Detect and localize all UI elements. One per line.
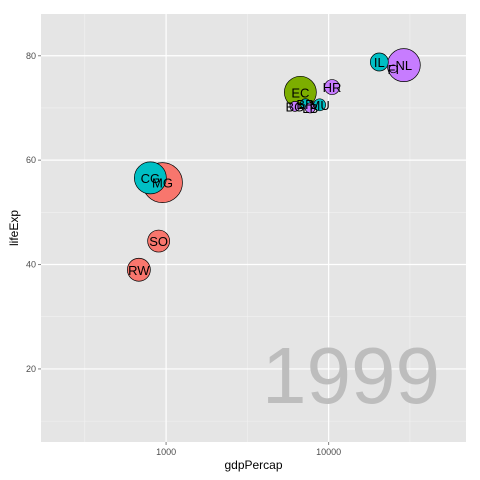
bubble-il — [369, 52, 389, 72]
bubble-label-br: BR — [296, 97, 314, 112]
year-annotation: 1999 — [262, 331, 440, 420]
y-tick-label: 80 — [26, 51, 36, 61]
y-axis-title: lifeExp — [7, 210, 21, 246]
bubble-label-fi: FI — [388, 62, 400, 77]
bubble-label-hr: HR — [323, 80, 342, 95]
bubble-label-nl: NL — [395, 58, 412, 73]
bubble-label-lb: LB — [302, 101, 318, 116]
y-tick-label: 60 — [26, 155, 36, 165]
bubble-label-mu: MU — [309, 98, 329, 113]
bubble-label-so: SO — [149, 234, 168, 249]
x-tick-label: 1000 — [156, 447, 176, 457]
bubble-bg — [289, 101, 301, 112]
bubble-so — [147, 229, 170, 253]
y-tick-label: 20 — [26, 364, 36, 374]
bubble-hr — [324, 79, 340, 95]
bubble-cg — [133, 161, 167, 195]
bubble-label-mg: MG — [152, 176, 173, 191]
bubble-rw — [127, 257, 151, 282]
x-axis-title: gdpPercap — [224, 458, 282, 472]
bubble-label-rw: RW — [128, 263, 150, 278]
bubble-label-il: IL — [374, 55, 385, 70]
x-tick-label: 10000 — [316, 447, 341, 457]
bubble-label-ec: EC — [291, 85, 309, 100]
bubble-lb — [304, 102, 316, 114]
axis-ticks: 1000 10000 20 40 60 80 — [26, 51, 341, 457]
plot-panel — [41, 14, 466, 442]
y-tick-label: 40 — [26, 260, 36, 270]
bubble-label-bg: BG — [285, 99, 304, 114]
bubble-label-cg: CG — [141, 171, 161, 186]
bubble-fi — [388, 64, 398, 74]
